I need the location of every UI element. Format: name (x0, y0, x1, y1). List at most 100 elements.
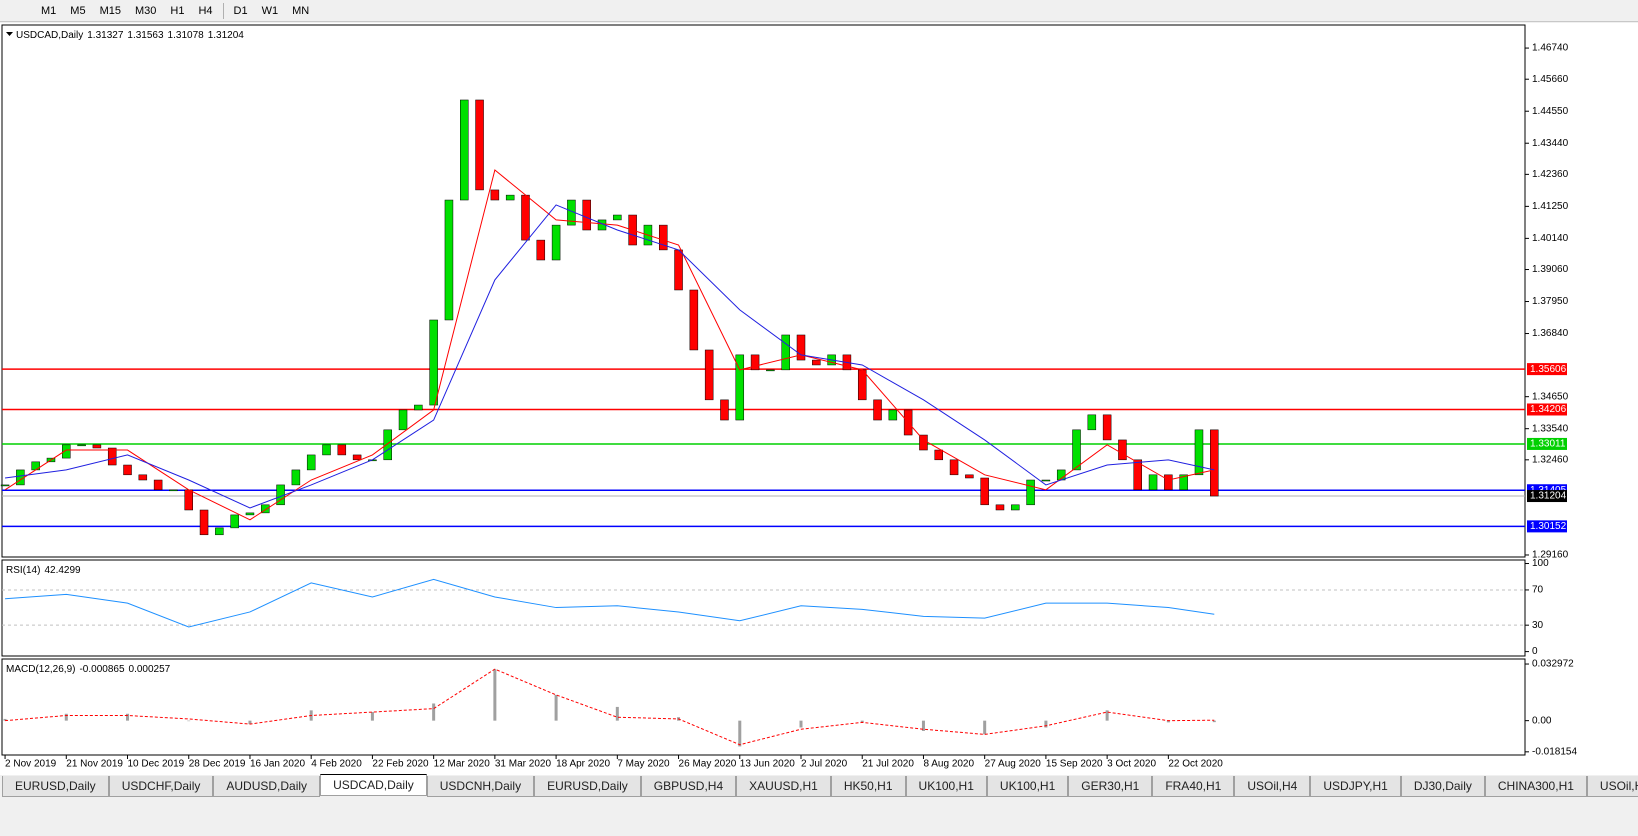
macd-bar (1044, 720, 1048, 728)
candle-body (475, 99, 484, 191)
indicator-name: RSI(14) (6, 565, 40, 576)
chart-tab[interactable]: GBPUSD,H4 (640, 776, 737, 797)
x-tick-label: 26 May 2020 (679, 759, 737, 770)
macd-bar (1212, 720, 1216, 723)
candle-body (245, 512, 255, 516)
chart-tab[interactable]: FRA40,H1 (1152, 776, 1235, 797)
candle-body (613, 214, 622, 221)
candle-body (1087, 414, 1097, 431)
candle-body (980, 477, 989, 506)
x-tick-label: 16 Jan 2020 (250, 759, 305, 770)
level-label: 1.30152 (1530, 521, 1567, 532)
candle-body (107, 447, 117, 466)
y-tick-label: 1.46740 (1532, 43, 1569, 54)
candle-body (1148, 474, 1158, 491)
candle-body (322, 444, 331, 456)
moving-average (4, 204, 1215, 509)
candle-body (781, 334, 790, 371)
chart-tab[interactable]: XAUUSD,H1 (736, 776, 831, 797)
candle-body (582, 199, 591, 231)
pane-title: MACD(12,26,9) -0.000865 0.000257 (6, 664, 171, 675)
chart-tab[interactable]: USDCAD,Daily (320, 774, 427, 796)
macd-bar (493, 669, 497, 721)
macd-bar (126, 713, 130, 721)
chart-tab[interactable]: USOil,H4 (1234, 776, 1311, 797)
candle-body (965, 474, 974, 479)
timeframe-button[interactable]: M30 (134, 4, 157, 17)
x-tick-label: 2 Jul 2020 (801, 759, 848, 770)
candle-body (444, 199, 454, 321)
timeframe-button[interactable]: M15 (99, 4, 121, 17)
candle-body (1164, 474, 1173, 491)
chart-tab[interactable]: AUDUSD,Daily (213, 776, 321, 797)
candle-body (490, 189, 500, 201)
x-tick-label: 21 Nov 2019 (66, 759, 123, 770)
candle-body (92, 444, 102, 449)
candle-body (1072, 429, 1081, 471)
chart-tab[interactable]: USDJPY,H1 (1310, 776, 1401, 797)
timeframe-button[interactable]: W1 (261, 4, 279, 17)
timeframe-button[interactable]: H4 (198, 4, 213, 17)
moving-average (4, 169, 1215, 521)
x-tick-label: 15 Sep 2020 (1046, 759, 1103, 770)
level-label-box (1527, 437, 1567, 450)
chart-tab[interactable]: USDCNH,Daily (426, 776, 535, 797)
y-tick-label: 1.37950 (1532, 296, 1569, 307)
candle-body (1133, 459, 1142, 491)
chart-tab[interactable]: USDCHF,Daily (108, 776, 214, 797)
chart-tab[interactable]: UK100,H1 (905, 776, 987, 797)
candle-body (796, 334, 806, 361)
x-tick-label: 13 Jun 2020 (740, 759, 795, 770)
y-tick-label: 1.36840 (1532, 328, 1569, 339)
candle-body (674, 249, 683, 291)
x-tick-label: 22 Feb 2020 (372, 759, 429, 770)
timeframe-button[interactable]: M5 (70, 4, 86, 17)
macd-bar (983, 720, 987, 735)
timeframe-toolbar: M1 M5 M15 M30 H1 H4 D1 W1 MN (0, 0, 1638, 22)
candle-body (31, 461, 40, 471)
macd-bar (615, 706, 619, 721)
timeframe-button[interactable]: H1 (170, 4, 185, 17)
macd-bar (3, 718, 7, 721)
candle-body (1194, 429, 1204, 476)
chart-tab[interactable]: CHINA300,H1 (1484, 776, 1587, 797)
candle-body (521, 194, 530, 241)
candle-body (505, 194, 515, 201)
macd-bar (64, 713, 68, 721)
candle-body (169, 489, 178, 492)
candle-body (184, 489, 193, 511)
timeframe-button[interactable]: M1 (41, 4, 57, 17)
macd-bar (1105, 710, 1109, 721)
separator (222, 2, 224, 19)
y-tick-label: 1.32460 (1532, 454, 1569, 465)
y-tick-label: 1.41250 (1532, 201, 1569, 212)
chart-window: 1.46740 1.45660 1.44550 1.43440 1.42360 1.412… (0, 23, 1638, 775)
low-price: 1.31078 (168, 30, 205, 41)
y-tick-label: 1.45660 (1532, 74, 1569, 85)
macd-bar (799, 720, 803, 728)
candle-body (16, 469, 25, 486)
chart-tab[interactable]: UK100,H1 (986, 776, 1069, 797)
x-tick-label: 4 Feb 2020 (311, 759, 362, 770)
candle-body (215, 527, 224, 536)
chart-tab[interactable]: EURUSD,Daily (534, 776, 641, 797)
candle-body (352, 454, 362, 461)
open-price: 1.31327 (87, 30, 124, 41)
x-tick-label: 22 Oct 2020 (1168, 759, 1223, 770)
level-label: 1.33011 (1530, 439, 1566, 450)
timeframe-button[interactable]: D1 (233, 4, 248, 17)
x-tick-label: 18 Apr 2020 (556, 759, 610, 770)
timeframe-button[interactable]: MN (292, 4, 310, 17)
level-label: 1.35606 (1530, 364, 1567, 375)
macd-bar (1166, 720, 1170, 723)
chart-tab[interactable]: EURUSD,Daily (2, 776, 109, 797)
chart-tab[interactable]: GER30,H1 (1068, 776, 1153, 797)
rsi-line (5, 578, 1215, 628)
y-tick-label: 100 (1532, 558, 1549, 569)
chart-tab[interactable]: DJ30,Daily (1400, 776, 1485, 797)
chart-tab[interactable]: USOil,H1 (1586, 776, 1638, 797)
chart-tab[interactable]: HK50,H1 (830, 776, 906, 797)
macd-bar (370, 712, 374, 721)
y-tick-label: 1.29160 (1532, 550, 1569, 561)
menu-arrow (6, 32, 13, 36)
